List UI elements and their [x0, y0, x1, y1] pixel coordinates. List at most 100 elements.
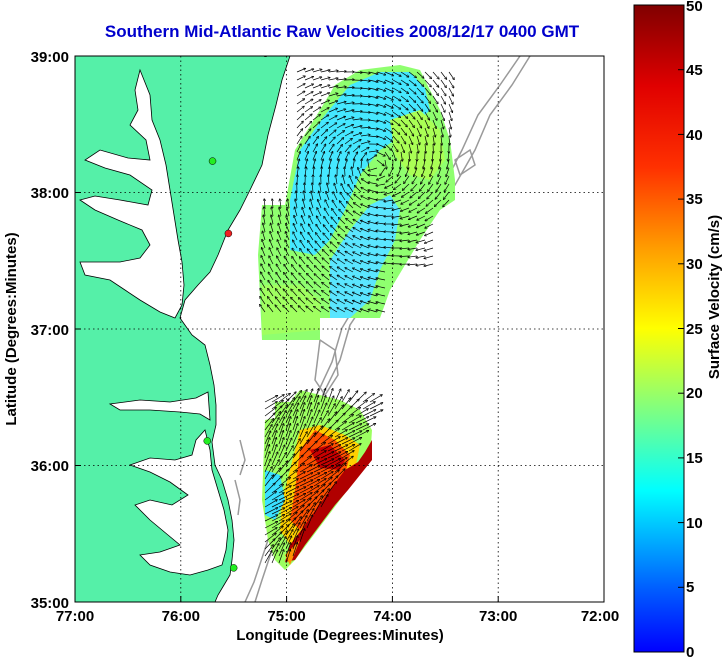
- velocity-arrow: [344, 139, 352, 145]
- velocity-arrow: [361, 277, 370, 281]
- velocity-arrow: [313, 403, 319, 417]
- velocity-arrow: [348, 431, 362, 438]
- velocity-arrow: [313, 479, 326, 487]
- velocity-arrow: [306, 403, 311, 417]
- velocity-arrow: [327, 389, 333, 403]
- velocity-arrow: [448, 111, 452, 121]
- velocity-arrow: [376, 286, 386, 289]
- velocity-arrow: [322, 283, 330, 289]
- velocity-arrow: [440, 95, 445, 104]
- velocity-arrow: [336, 79, 346, 80]
- velocity-arrow: [296, 84, 305, 89]
- velocity-arrow: [264, 533, 276, 543]
- velocity-arrow: [402, 191, 410, 197]
- colorbar-tick-label: 25: [686, 321, 703, 338]
- velocity-arrow: [323, 225, 330, 233]
- velocity-arrow: [427, 191, 434, 199]
- velocity-arrow: [312, 69, 322, 73]
- velocity-arrow: [400, 111, 408, 118]
- velocity-arrow: [408, 87, 416, 94]
- velocity-arrow: [341, 451, 354, 459]
- velocity-arrow: [317, 208, 322, 217]
- velocity-arrow: [313, 466, 327, 473]
- velocity-arrow: [276, 281, 282, 289]
- velocity-arrow: [417, 231, 426, 235]
- velocity-arrow: [353, 236, 362, 241]
- velocity-arrow: [362, 410, 376, 417]
- velocity-arrow: [392, 207, 402, 210]
- velocity-arrow: [271, 438, 276, 452]
- colorbar-tick-label: 30: [686, 256, 703, 273]
- velocity-arrow: [320, 183, 322, 193]
- velocity-arrow: [296, 121, 303, 129]
- velocity-arrow: [314, 307, 322, 313]
- velocity-arrow: [448, 103, 452, 112]
- velocity-arrow: [392, 71, 401, 76]
- velocity-arrow: [299, 473, 313, 480]
- velocity-arrow: [345, 251, 354, 257]
- velocity-arrow: [416, 111, 422, 119]
- velocity-arrow: [263, 223, 266, 233]
- velocity-arrow: [334, 458, 347, 466]
- velocity-arrow: [416, 239, 426, 243]
- velocity-arrow: [422, 167, 426, 176]
- velocity-arrow: [314, 298, 322, 305]
- velocity-arrow: [408, 239, 418, 242]
- velocity-arrow: [299, 290, 306, 297]
- velocity-arrow: [360, 135, 370, 136]
- velocity-arrow: [426, 207, 434, 213]
- velocity-arrow: [384, 87, 393, 92]
- station-markers: [203, 56, 269, 572]
- velocity-arrow: [296, 114, 304, 121]
- velocity-arrow: [425, 239, 434, 243]
- station-marker: [203, 437, 211, 445]
- velocity-arrow: [416, 79, 424, 86]
- velocity-arrow: [377, 175, 386, 180]
- velocity-arrow: [279, 215, 282, 225]
- velocity-arrow: [304, 107, 312, 113]
- velocity-arrow: [432, 95, 438, 104]
- velocity-arrow: [264, 515, 278, 522]
- velocity-arrow: [261, 272, 266, 281]
- velocity-arrow: [329, 299, 338, 305]
- velocity-arrow: [355, 417, 369, 424]
- velocity-arrow: [334, 397, 342, 410]
- velocity-arrow: [292, 536, 298, 550]
- velocity-arrow: [268, 305, 274, 313]
- velocity-arrow: [333, 192, 338, 201]
- velocity-arrow: [312, 107, 321, 113]
- velocity-arrow: [353, 292, 362, 297]
- velocity-arrow: [392, 103, 401, 109]
- velocity-arrow: [292, 410, 298, 424]
- velocity-arrow: [292, 494, 305, 501]
- velocity-arrow: [431, 159, 434, 169]
- velocity-arrow: [299, 424, 306, 438]
- velocity-arrow: [304, 114, 312, 121]
- velocity-arrow: [264, 475, 274, 487]
- velocity-arrow: [394, 183, 402, 189]
- velocity-arrow: [347, 193, 354, 201]
- velocity-arrow: [376, 79, 386, 83]
- velocity-arrow: [296, 91, 305, 97]
- colorbar-tick-label: 10: [686, 515, 703, 532]
- velocity-arrow: [339, 218, 346, 225]
- velocity-arrow: [376, 119, 386, 123]
- velocity-arrow: [299, 480, 313, 487]
- velocity-arrow: [386, 175, 394, 182]
- velocity-arrow: [288, 199, 290, 209]
- velocity-arrow: [307, 249, 314, 257]
- velocity-arrow: [260, 280, 266, 289]
- velocity-arrow: [306, 306, 314, 313]
- velocity-arrow: [291, 306, 298, 313]
- velocity-arrow: [320, 137, 327, 145]
- velocity-arrow: [429, 175, 434, 184]
- velocity-arrow: [320, 495, 328, 508]
- x-tick-label: 73:00: [479, 608, 517, 625]
- velocity-arrow: [418, 199, 426, 206]
- velocity-arrow: [320, 70, 330, 73]
- velocity-arrow: [320, 122, 328, 129]
- velocity-arrow: [424, 263, 434, 266]
- velocity-arrow: [360, 88, 370, 89]
- velocity-arrow: [448, 151, 449, 161]
- velocity-arrow: [322, 266, 330, 273]
